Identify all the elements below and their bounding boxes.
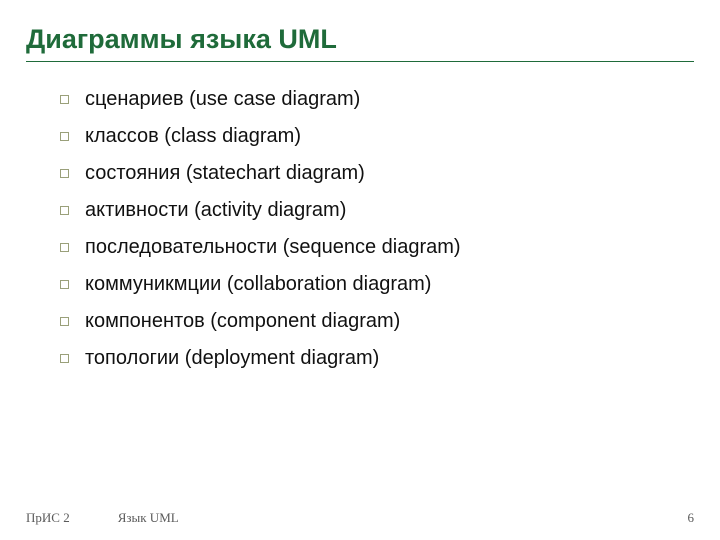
bullet-list: сценариев (use case diagram) классов (cl… [26,86,694,372]
list-item-text: сценариев (use case diagram) [85,86,360,113]
title-underline [26,61,694,62]
list-item-text: компонентов (component diagram) [85,308,400,335]
list-item: коммуникмции (collaboration diagram) [60,271,694,298]
list-item: топологии (deployment diagram) [60,345,694,372]
list-item: компонентов (component diagram) [60,308,694,335]
slide-title: Диаграммы языка UML [26,24,694,55]
square-bullet-icon [60,95,69,104]
list-item-text: коммуникмции (collaboration diagram) [85,271,431,298]
footer-topic: Язык UML [118,510,179,526]
list-item: классов (class diagram) [60,123,694,150]
footer-course-code: ПрИС 2 [26,510,70,526]
list-item: состояния (statechart diagram) [60,160,694,187]
slide-footer: ПрИС 2 Язык UML 6 [26,510,694,526]
square-bullet-icon [60,354,69,363]
slide: Диаграммы языка UML сценариев (use case … [0,0,720,540]
list-item-text: активности (activity diagram) [85,197,346,224]
list-item: сценариев (use case diagram) [60,86,694,113]
footer-page-number: 6 [688,510,695,526]
square-bullet-icon [60,280,69,289]
list-item-text: классов (class diagram) [85,123,301,150]
square-bullet-icon [60,132,69,141]
list-item-text: топологии (deployment diagram) [85,345,379,372]
list-item: последовательности (sequence diagram) [60,234,694,261]
list-item-text: последовательности (sequence diagram) [85,234,461,261]
square-bullet-icon [60,169,69,178]
square-bullet-icon [60,206,69,215]
list-item: активности (activity diagram) [60,197,694,224]
square-bullet-icon [60,317,69,326]
square-bullet-icon [60,243,69,252]
list-item-text: состояния (statechart diagram) [85,160,365,187]
